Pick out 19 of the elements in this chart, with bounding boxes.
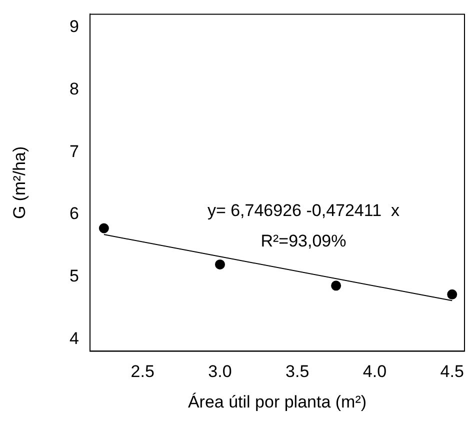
point bbox=[331, 280, 342, 291]
y-tick-label: 9 bbox=[70, 16, 79, 36]
y-axis-title: G (m²/ha) bbox=[10, 146, 29, 220]
point bbox=[447, 289, 458, 300]
x-tick-label: 3.0 bbox=[208, 362, 232, 382]
y-tick-label: 8 bbox=[70, 79, 79, 98]
point bbox=[98, 223, 109, 234]
y-tick-label: 7 bbox=[70, 142, 79, 161]
annotation: y= 6,746926 -0,472411 x bbox=[207, 201, 400, 220]
y-tick-label: 6 bbox=[70, 204, 79, 224]
y-tick-label: 5 bbox=[70, 266, 79, 286]
x-tick-label: 4.5 bbox=[440, 362, 464, 382]
x-tick-label: 4.0 bbox=[362, 362, 387, 382]
x-tick-label: 3.5 bbox=[286, 362, 310, 382]
point bbox=[214, 259, 225, 270]
x-tick-label: 2.5 bbox=[130, 362, 154, 382]
annotation: R²=93,09% bbox=[260, 231, 346, 250]
x-axis-title: Área útil por planta (m²) bbox=[188, 392, 367, 412]
y-tick-label: 4 bbox=[70, 329, 79, 348]
